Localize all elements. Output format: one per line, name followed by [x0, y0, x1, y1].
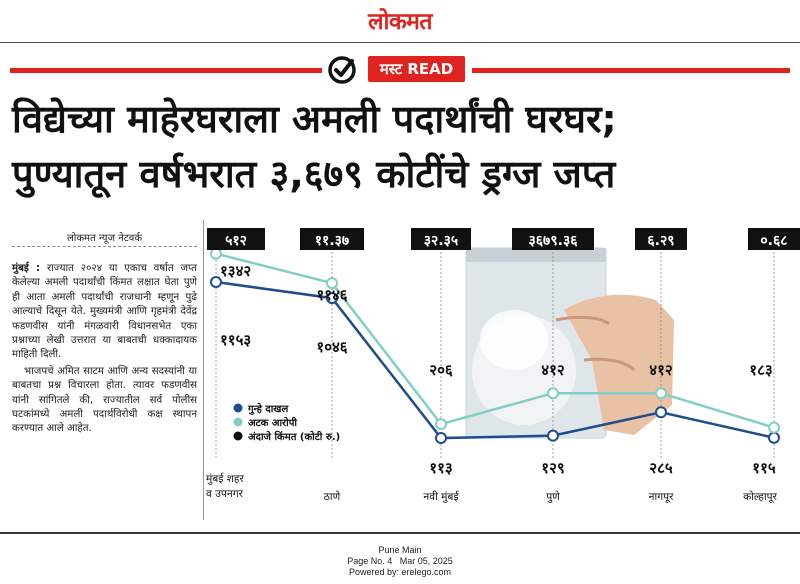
series-1-label-3: ४१२: [541, 361, 564, 379]
lokmat-logo: लोकमत: [367, 8, 433, 35]
masthead-rule: [0, 42, 800, 43]
masthead: लोकमत: [0, 0, 800, 40]
legend-marker-0: [233, 403, 243, 413]
series-0-label-3: १२९: [541, 459, 564, 477]
legend-label-2: अंदाजे किंमत (कोटी रु.): [248, 430, 340, 443]
chart-categories: मुंबई शहर व उपनगर ठाणे नवी मुंबई पुणे नागपूर क…: [206, 472, 778, 503]
series-1-point-0: [210, 247, 222, 260]
series-0-label-5: ११५: [752, 459, 776, 477]
series-0-label-1: १०४६: [316, 338, 347, 356]
series-1-label-2: २०६: [429, 361, 453, 379]
series-1-label-0: १३४२: [220, 262, 251, 280]
footer: Pune Main Page No. 4 Mar 05, 2025 Powere…: [250, 545, 550, 578]
series-1-point-5: [768, 421, 780, 434]
category-label-1: ठाणे: [324, 490, 341, 503]
value-label-5: ०.६८: [760, 233, 787, 249]
value-label-3: ३६७९.३६: [529, 233, 579, 249]
article-paragraph-1: मुंबई : राज्यात २०२४ या एकाच वर्षात जप्त…: [12, 262, 197, 363]
value-label-1: ११.३७: [315, 233, 349, 249]
article-paragraph-2: भाजपचे अमित साटम आणि अन्य सदस्यांनी या ब…: [12, 365, 197, 435]
article-body: मुंबई : राज्यात २०२४ या एकाच वर्षात जप्त…: [12, 262, 197, 439]
section-rule-left: [10, 68, 322, 73]
headline: विद्येच्या माहेरघराला अमली पदार्थांची घर…: [12, 92, 792, 202]
column-divider: [203, 220, 204, 520]
footer-page-date: Page No. 4 Mar 05, 2025: [250, 556, 550, 567]
byline: लोकमत न्यूज नेटवर्क: [66, 233, 143, 244]
series-0-point-0: [210, 276, 222, 289]
series-1-point-4: [655, 387, 667, 400]
category-label-4: नागपूर: [649, 491, 674, 503]
series-1-point-3: [547, 387, 559, 400]
section-rule-right: [472, 68, 790, 73]
series-1-point-2: [435, 418, 447, 431]
legend-marker-2: [233, 431, 243, 441]
series-line-1: [215, 252, 775, 429]
value-box-5: [748, 228, 800, 250]
series-1-label-1: ११४६: [316, 286, 347, 304]
category-label-0-line-2: व उपनगर: [206, 488, 244, 500]
series-0-point-2: [435, 432, 447, 445]
value-box-3: [512, 228, 594, 250]
category-label-5: कोल्हापूर: [743, 490, 778, 503]
value-box-2: [411, 228, 471, 250]
chart-points: [210, 247, 780, 445]
chart-labels: ११५३ १०४६ ११३ १२९ २८५ ११५ १३४२ ११४६ २०६ ४१२ ४१२ १८३…: [207, 228, 800, 477]
series-1-label-5: १८३: [749, 361, 772, 379]
value-box-4: [635, 228, 687, 250]
value-box-1: [300, 228, 364, 250]
check-circle-icon: [328, 56, 356, 84]
value-label-4: ६.२९: [647, 233, 674, 249]
series-1-point-1: [326, 277, 338, 290]
series-0-label-4: २८५: [649, 459, 673, 477]
category-label-3: पुणे: [546, 490, 560, 503]
legend-label-0: गुन्हे दाखल: [247, 402, 289, 415]
category-label-0-line-1: मुंबई शहर: [206, 472, 244, 485]
series-line-0: [215, 280, 775, 440]
series-1-label-4: ४१२: [649, 361, 672, 379]
headline-line-1: विद्येच्या माहेरघराला अमली पदार्थांची घर…: [12, 97, 617, 141]
series-0-label-0: ११५३: [220, 331, 251, 349]
series-0-label-2: ११३: [429, 459, 452, 477]
footer-page: Page No. 4: [347, 556, 393, 566]
value-box-0: [207, 228, 265, 250]
drug-seizure-chart: ११५३ १०४६ ११३ १२९ २८५ ११५ १३४२ ११४६ २०६ ४१२ ४१२ १८३…: [206, 228, 800, 503]
headline-line-2: पुण्यातून वर्षभरात ३,६७९ कोटींचे ड्रग्ज …: [12, 152, 616, 196]
series-0-point-4: [655, 406, 667, 419]
value-label-0: ५१२: [225, 233, 247, 249]
footer-powered: Powered by: erelego.com: [348, 567, 452, 577]
series-0-point-1: [326, 292, 338, 305]
value-label-2: ३२.३५: [424, 233, 458, 249]
series-0-point-5: [768, 431, 780, 444]
series-0-point-3: [547, 429, 559, 442]
legend-label-1: अटक आरोपी: [248, 416, 297, 429]
page-bottom-rule: [0, 532, 800, 534]
chart-lines: [215, 252, 775, 440]
category-label-2: नवी मुंबई: [423, 490, 459, 503]
dateline: मुंबई :: [12, 263, 41, 274]
footer-date: Mar 05, 2025: [399, 556, 453, 566]
must-read-badge: मस्ट READ: [368, 56, 465, 82]
legend-marker-1: [233, 417, 243, 427]
drug-bag-photo: [465, 247, 674, 439]
article-paragraph-1-text: राज्यात २०२४ या एकाच वर्षात जप्त केलेल्य…: [12, 263, 197, 361]
byline-rule: [12, 246, 197, 247]
footer-edition: Pune Main: [378, 545, 422, 555]
